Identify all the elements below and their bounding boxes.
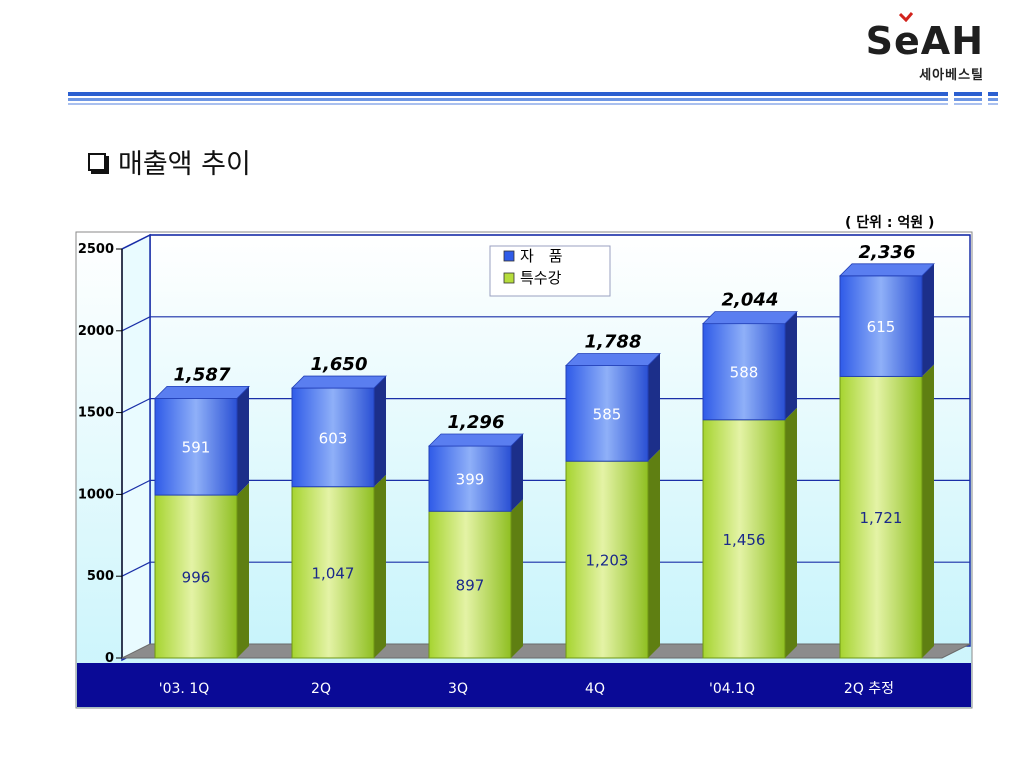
total-label: 1,788	[585, 331, 642, 352]
chart-back-wall	[149, 234, 971, 647]
logo-subtitle: 세아베스틸	[919, 68, 984, 83]
bar-top	[291, 375, 387, 389]
bar-segment-products	[154, 397, 238, 496]
data-label-special-steel: 1,203	[586, 552, 629, 570]
ytick-label: 1000	[78, 487, 114, 502]
bar-side-green	[922, 364, 934, 658]
data-label-special-steel: 1,456	[723, 531, 766, 549]
ytick-label: 2000	[78, 324, 114, 339]
bar-segment-products	[702, 323, 786, 421]
page-title: 매출액 추이	[88, 142, 251, 181]
category-label: '03. 1Q	[159, 681, 210, 697]
bar-top	[702, 311, 798, 325]
gridline-side	[121, 398, 151, 414]
checkbox-bullet-icon	[88, 152, 106, 171]
bar-top	[565, 353, 661, 366]
data-label-products: 399	[456, 471, 485, 489]
bar-side-green	[374, 474, 386, 658]
data-label-products: 615	[867, 318, 896, 336]
bar-segment-special-steel	[839, 375, 923, 659]
unit-note: ( 단위 : 억원 )	[845, 215, 935, 231]
total-label: 2,336	[859, 242, 916, 263]
gridline-side	[121, 234, 151, 250]
category-label: 2Q	[311, 681, 331, 697]
category-label: 3Q	[448, 681, 468, 697]
bar-segment-special-steel	[154, 494, 238, 659]
ytick-label: 2500	[78, 242, 114, 257]
bar-top	[154, 385, 250, 399]
bar-segment-products	[565, 364, 649, 462]
page-title-text: 매출액 추이	[118, 149, 251, 180]
logo-wordmark: SeAH	[865, 12, 984, 63]
ytick-label: 500	[87, 569, 114, 584]
logo-check-icon	[898, 12, 913, 22]
category-label: 4Q	[585, 681, 605, 697]
ytick-label: 1500	[78, 406, 114, 421]
bar-side-blue	[511, 433, 523, 512]
bar-segment-products	[291, 387, 375, 488]
data-label-special-steel: 897	[456, 577, 485, 595]
data-label-special-steel: 996	[182, 569, 211, 587]
legend-entry: 특수강	[520, 269, 562, 287]
bar-segment-special-steel	[291, 486, 375, 659]
data-label-special-steel: 1,047	[312, 564, 355, 582]
bar-side-green	[648, 449, 660, 658]
data-label-products: 603	[319, 429, 348, 447]
logo-text: SeAH	[865, 19, 984, 63]
header-rule	[68, 92, 998, 106]
legend-swatch	[503, 250, 515, 262]
bar-side-green	[785, 407, 797, 658]
category-label: '04.1Q	[709, 681, 755, 697]
bar-side-blue	[785, 311, 797, 420]
ytick-label: 0	[105, 651, 114, 666]
total-label: 1,650	[311, 354, 368, 375]
bar-top	[428, 433, 524, 447]
category-label: 2Q 추정	[844, 681, 894, 697]
data-label-special-steel: 1,721	[860, 509, 903, 527]
total-label: 1,587	[174, 364, 231, 385]
bar-segment-special-steel	[428, 510, 512, 659]
bar-side-green	[237, 483, 249, 658]
data-label-products: 591	[182, 439, 211, 457]
bar-side-green	[511, 499, 523, 658]
gridline-side	[121, 561, 151, 577]
bar-side-blue	[374, 376, 386, 487]
data-label-products: 588	[730, 364, 759, 382]
total-label: 1,296	[448, 412, 505, 433]
bar-segment-special-steel	[565, 460, 649, 659]
company-logo: SeAH 세아베스틸	[865, 12, 984, 83]
chart-side-wall	[121, 233, 151, 662]
bar-side-blue	[922, 263, 934, 377]
gridline-side	[121, 316, 151, 332]
legend-swatch	[503, 272, 515, 284]
total-label: 2,044	[722, 290, 779, 311]
bar-segment-products	[839, 275, 923, 377]
data-label-products: 585	[593, 405, 622, 423]
gridline-side	[121, 479, 151, 495]
category-band	[77, 663, 971, 707]
bar-top	[839, 263, 935, 277]
bar-segment-special-steel	[702, 419, 786, 659]
bar-side-blue	[648, 353, 660, 462]
bar-side-blue	[237, 386, 249, 496]
bar-segment-products	[428, 445, 512, 512]
legend-entry: 자 품	[520, 247, 563, 265]
